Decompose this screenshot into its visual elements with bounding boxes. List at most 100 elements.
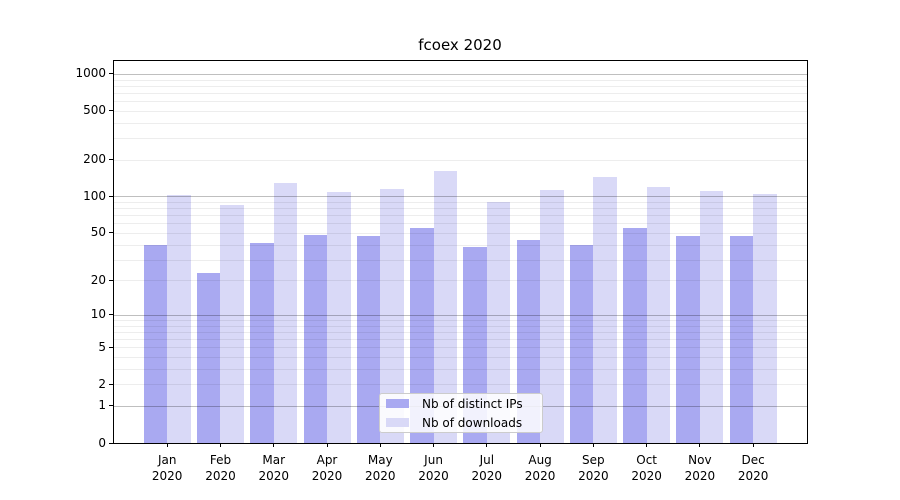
y-tick-mark	[109, 279, 113, 281]
x-tick-label-oct: Oct 2020	[631, 453, 662, 483]
x-tick-mark	[433, 443, 435, 447]
y-tick-label-200: 200	[83, 152, 106, 167]
x-tick-label-nov: Nov 2020	[684, 453, 716, 483]
y-tick-mark	[109, 442, 113, 444]
gridline-minor	[114, 259, 807, 261]
y-tick-label-100: 100	[83, 188, 106, 203]
x-tick-mark	[326, 443, 328, 447]
x-tick-mark	[273, 443, 275, 447]
x-tick-mark	[539, 443, 541, 447]
bar-distinct-ips-jun	[410, 227, 434, 443]
gridline-minor	[114, 347, 807, 349]
x-tick-label-jul: Jul 2020	[471, 453, 503, 483]
x-tick-label-jan: Jan 2020	[151, 453, 183, 483]
y-tick-mark	[109, 195, 113, 197]
y-tick-label-1: 1	[98, 398, 106, 413]
bar-distinct-ips-feb	[196, 273, 221, 443]
legend-label-downloads: Nb of downloads	[422, 415, 523, 430]
gridline-minor	[114, 232, 807, 234]
y-tick-mark	[109, 314, 113, 316]
bar-distinct-ips-nov	[676, 236, 700, 443]
bar-distinct-ips-aug	[516, 239, 541, 443]
bar-downloads-jul	[486, 202, 511, 443]
gridline-minor	[114, 244, 807, 246]
x-tick-label-jun: Jun 2020	[418, 453, 449, 483]
bar-downloads-aug	[540, 190, 564, 443]
x-tick-mark	[379, 443, 381, 447]
gridline-minor	[114, 208, 807, 210]
y-tick-mark	[109, 73, 113, 75]
bar-distinct-ips-mar	[250, 243, 274, 443]
bar-downloads-feb	[220, 205, 244, 443]
chart-title: fcoex 2020	[418, 36, 502, 54]
bar-distinct-ips-dec	[729, 236, 754, 443]
gridline-minor	[114, 384, 807, 386]
gridlines-layer	[114, 61, 807, 443]
x-tick-label-sep: Sep 2020	[578, 453, 609, 483]
y-tick-mark	[109, 232, 113, 234]
y-tick-label-50: 50	[90, 225, 106, 240]
gridline-minor	[114, 368, 807, 370]
bar-downloads-apr	[327, 191, 351, 443]
bar-downloads-may	[380, 189, 404, 443]
bar-downloads-jan	[167, 195, 191, 443]
gridline-minor	[114, 325, 807, 327]
x-tick-label-feb: Feb 2020	[205, 453, 236, 483]
gridline-minor	[114, 92, 807, 94]
gridline-minor	[114, 215, 807, 217]
y-tick-label-20: 20	[90, 272, 106, 287]
gridline-minor	[114, 159, 807, 161]
y-tick-label-5: 5	[98, 339, 106, 354]
gridline-major	[114, 196, 807, 198]
y-tick-mark	[109, 110, 113, 112]
gridline-minor	[114, 280, 807, 282]
gridline-minor	[114, 331, 807, 333]
gridline-minor	[114, 357, 807, 359]
legend-item-downloads: Nb of downloads	[380, 413, 542, 432]
gridline-minor	[114, 85, 807, 87]
legend-swatch-distinct-ips-icon	[386, 399, 409, 408]
x-tick-mark	[592, 443, 594, 447]
plot-area	[113, 60, 808, 444]
x-tick-label-dec: Dec 2020	[737, 453, 769, 483]
gridline-minor	[114, 223, 807, 225]
legend-swatch-downloads-icon	[386, 418, 409, 427]
gridline-minor	[114, 122, 807, 124]
y-tick-label-0: 0	[98, 435, 106, 450]
x-tick-mark	[219, 443, 221, 447]
y-tick-mark	[109, 159, 113, 161]
legend: Nb of distinct IPs Nb of downloads	[379, 393, 543, 433]
bar-distinct-ips-oct	[623, 227, 647, 443]
x-tick-label-aug: Aug 2020	[524, 453, 556, 483]
bar-downloads-mar	[273, 183, 298, 443]
gridline-minor	[114, 339, 807, 341]
y-tick-label-1000: 1000	[75, 66, 106, 81]
y-tick-label-500: 500	[83, 103, 106, 118]
x-tick-label-apr: Apr 2020	[311, 453, 343, 483]
bar-distinct-ips-jan	[143, 244, 168, 443]
y-tick-label-2: 2	[98, 376, 106, 391]
bars-layer	[114, 61, 807, 443]
gridline-major	[114, 314, 807, 316]
gridline-minor	[114, 110, 807, 112]
gridline-major	[114, 73, 807, 75]
x-tick-mark	[699, 443, 701, 447]
gridline-minor	[114, 79, 807, 81]
bar-distinct-ips-sep	[569, 244, 594, 443]
x-tick-mark	[486, 443, 488, 447]
gridline-minor	[114, 101, 807, 103]
x-tick-label-mar: Mar 2020	[258, 453, 289, 483]
y-tick-mark	[109, 346, 113, 348]
bar-downloads-oct	[646, 186, 671, 443]
gridline-minor	[114, 320, 807, 321]
bar-downloads-jun	[433, 170, 458, 443]
x-tick-mark	[166, 443, 168, 447]
gridline-minor	[114, 202, 807, 204]
bar-downloads-dec	[753, 193, 777, 443]
legend-item-distinct-ips: Nb of distinct IPs	[380, 394, 542, 413]
gridline-minor	[114, 138, 807, 140]
bar-distinct-ips-may	[356, 236, 381, 443]
bar-distinct-ips-apr	[303, 235, 327, 443]
y-tick-label-10: 10	[90, 307, 106, 322]
